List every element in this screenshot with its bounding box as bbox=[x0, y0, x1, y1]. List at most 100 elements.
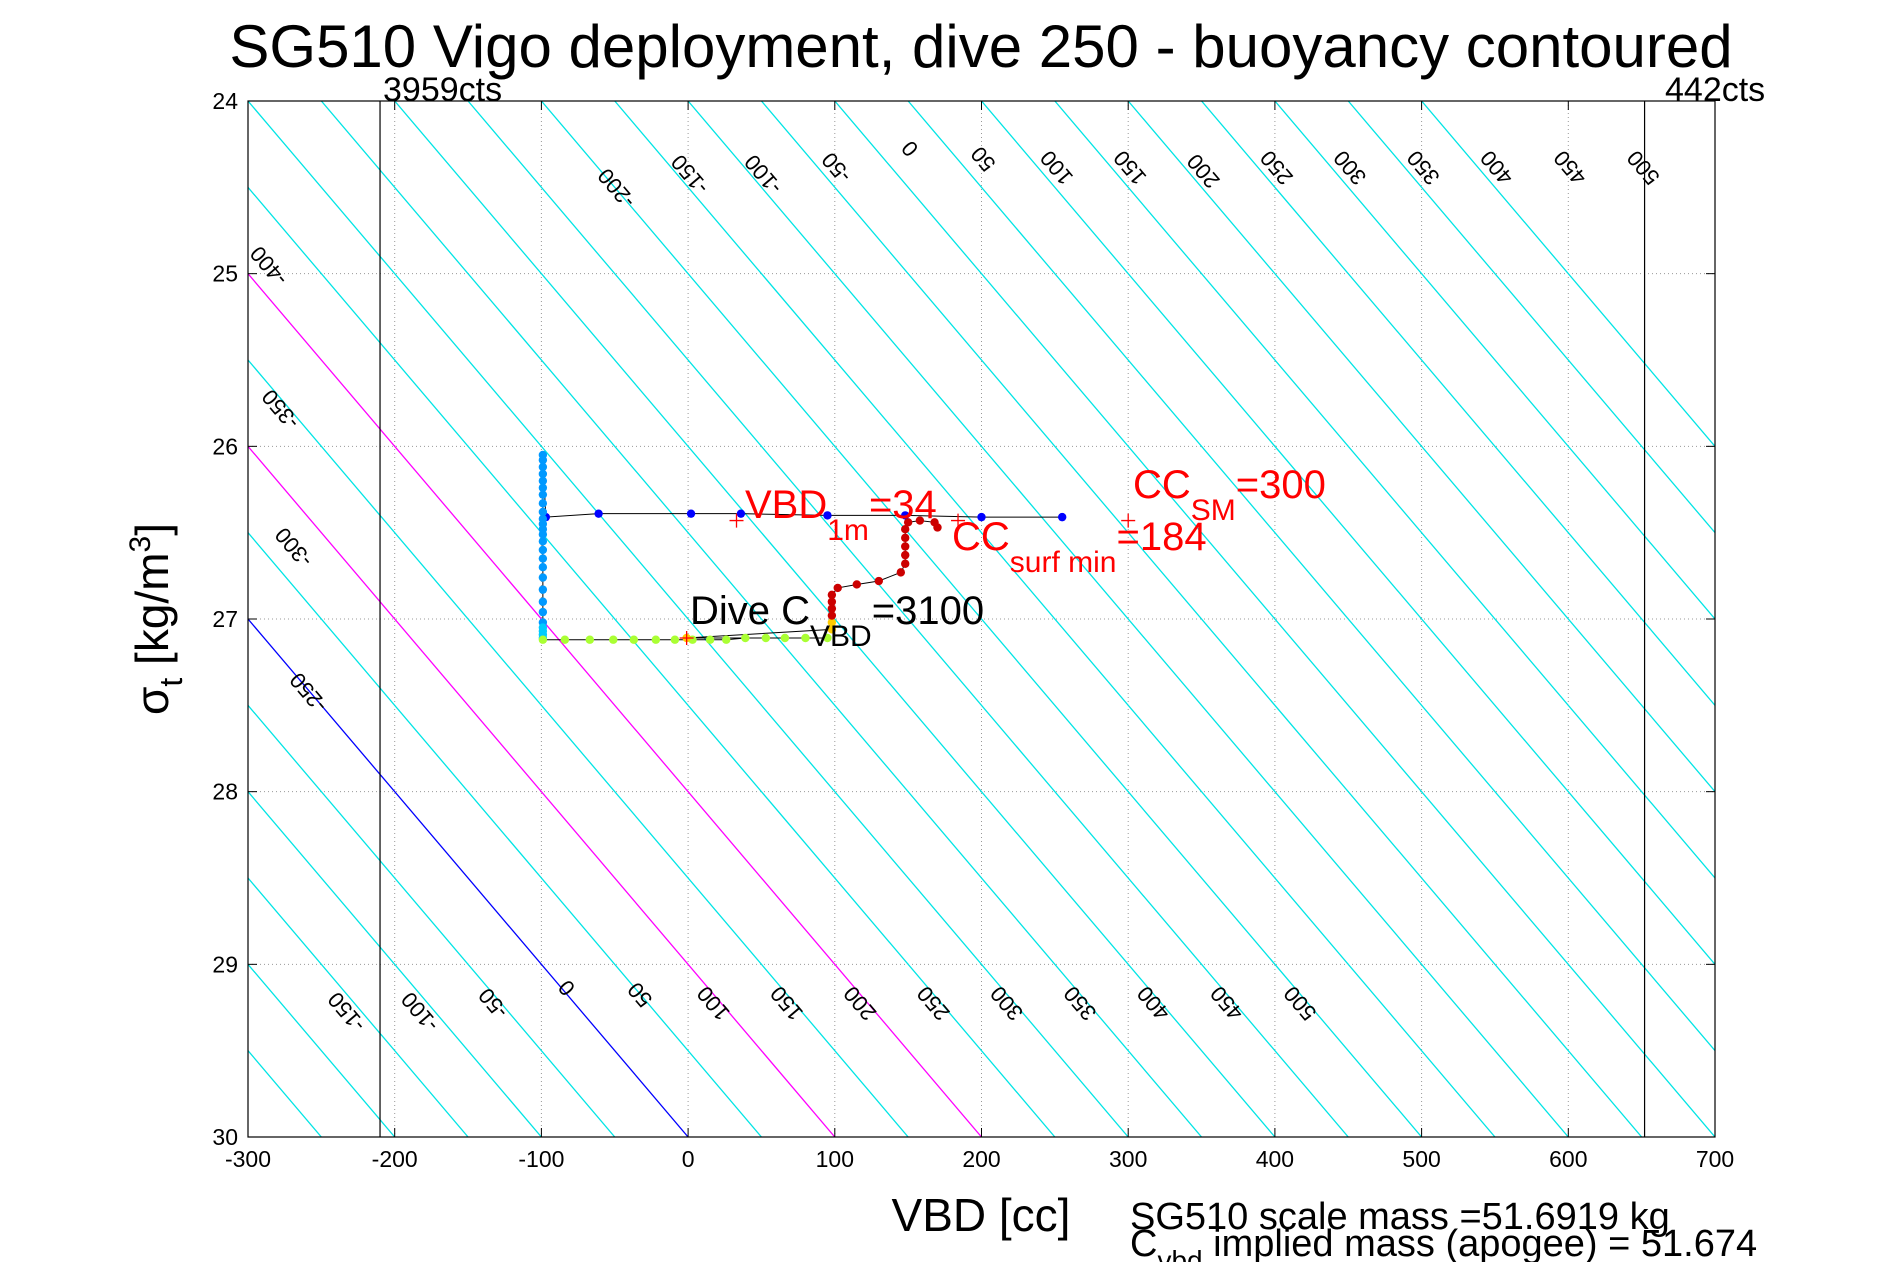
data-point bbox=[538, 483, 548, 492]
scale-mass-text: SG510 scale mass =51.6919 kg bbox=[1130, 1196, 1670, 1238]
chart-title: SG510 Vigo deployment, dive 250 - buoyan… bbox=[229, 13, 1732, 80]
data-point bbox=[705, 635, 715, 644]
dive-cvbd-marker bbox=[679, 630, 694, 645]
data-point bbox=[901, 511, 910, 520]
y-axis-label-sigma: σ bbox=[126, 687, 178, 715]
data-point bbox=[538, 563, 548, 572]
x-tick-label: 700 bbox=[1696, 1146, 1734, 1172]
contour-line bbox=[0, 101, 28, 1137]
data-point bbox=[780, 633, 790, 643]
x-tick-label: 500 bbox=[1402, 1146, 1440, 1172]
contour-line bbox=[1347, 101, 1715, 534]
data-point bbox=[538, 530, 548, 539]
y-tick-label: 29 bbox=[212, 951, 238, 977]
y-axis-label-sub: t bbox=[153, 678, 189, 687]
contour-line bbox=[248, 617, 689, 1137]
y-tick-label: 25 bbox=[212, 261, 238, 287]
contour-line bbox=[248, 1135, 249, 1137]
vbd-1m-sub: 1m bbox=[827, 514, 869, 547]
vbd-1m-value: =34 bbox=[869, 483, 937, 527]
contour-line bbox=[540, 101, 1423, 1137]
contour-line bbox=[248, 876, 469, 1137]
data-point bbox=[823, 511, 832, 520]
x-tick-label: 0 bbox=[682, 1146, 695, 1172]
x-axis-label: VBD [cc] bbox=[892, 1189, 1071, 1241]
contour-line bbox=[760, 101, 1643, 1137]
data-point bbox=[977, 512, 986, 522]
data-point bbox=[651, 635, 661, 644]
data-point bbox=[538, 455, 548, 465]
data-point bbox=[722, 635, 731, 644]
data-point bbox=[827, 590, 837, 600]
data-point bbox=[852, 580, 862, 589]
contour-line bbox=[248, 790, 542, 1137]
contour-line bbox=[614, 101, 1496, 1137]
contour-line bbox=[394, 101, 1276, 1137]
cvbd-implied-mass-text: Cvbd implied mass (apogee) = 51.674 bbox=[1130, 1223, 1757, 1262]
contour-line bbox=[907, 101, 1715, 1052]
y-axis-label-sup: 3 bbox=[124, 536, 157, 553]
y-tick-label: 30 bbox=[212, 1124, 238, 1150]
vbd-limit-left-label: 3959cts bbox=[383, 71, 502, 109]
data-point bbox=[538, 585, 548, 594]
data-point bbox=[903, 518, 913, 527]
data-point bbox=[538, 507, 548, 517]
cc-sm-sub: SM bbox=[1191, 494, 1236, 527]
data-point bbox=[538, 499, 548, 508]
cvbd-rest: implied mass (apogee) = 51.674 bbox=[1203, 1223, 1758, 1262]
x-tick-label: 400 bbox=[1256, 1146, 1294, 1172]
data-point bbox=[609, 635, 618, 644]
contour-line bbox=[320, 101, 1203, 1137]
contour-line bbox=[834, 101, 1715, 1137]
dive-cvbd-main: Dive C bbox=[690, 589, 810, 633]
data-point bbox=[538, 635, 548, 644]
contour-line bbox=[248, 101, 1129, 1137]
data-point bbox=[896, 568, 906, 577]
x-tick-label: 100 bbox=[816, 1146, 854, 1172]
x-tick-label: -300 bbox=[225, 1146, 271, 1172]
x-tick-label: 300 bbox=[1109, 1146, 1147, 1172]
data-point bbox=[901, 550, 910, 560]
cvbd-sub: vbd bbox=[1157, 1245, 1202, 1262]
data-point bbox=[933, 523, 942, 532]
data-point bbox=[736, 509, 746, 518]
data-point bbox=[827, 597, 837, 606]
contour-line bbox=[1274, 101, 1715, 621]
cc-sm-annotation: CCSM=300 bbox=[1133, 463, 1326, 527]
dive-cvbd-sub: VBD bbox=[810, 620, 872, 653]
data-point bbox=[538, 573, 548, 582]
data-point bbox=[901, 533, 910, 543]
data-point bbox=[538, 490, 548, 499]
data-point bbox=[741, 633, 750, 643]
data-point bbox=[538, 554, 548, 563]
cc-sm-main: CC bbox=[1133, 463, 1191, 507]
contour-line bbox=[248, 445, 836, 1137]
data-point bbox=[670, 635, 680, 644]
cc-surf-min-annotation: CCsurf min=184 bbox=[952, 515, 1207, 579]
contour-line bbox=[1421, 101, 1715, 448]
data-point bbox=[538, 607, 548, 617]
contour-line bbox=[248, 704, 616, 1137]
data-point bbox=[1057, 512, 1067, 522]
data-point bbox=[761, 633, 771, 643]
y-axis-label: σt [kg/m3] bbox=[124, 523, 189, 715]
contour-line bbox=[248, 186, 1056, 1137]
x-tick-label: 200 bbox=[962, 1146, 1000, 1172]
data-point bbox=[538, 462, 548, 472]
y-axis-label-close: ] bbox=[126, 523, 178, 536]
data-point bbox=[594, 509, 603, 518]
cc-surf-min-value: =184 bbox=[1116, 515, 1206, 559]
data-point bbox=[585, 635, 595, 644]
data-point bbox=[801, 633, 810, 643]
x-tick-label: -200 bbox=[372, 1146, 418, 1172]
cc-surf-min-main: CC bbox=[952, 515, 1010, 559]
data-point bbox=[538, 597, 548, 606]
y-tick-label: 26 bbox=[212, 433, 238, 459]
cvbd-main: C bbox=[1130, 1223, 1157, 1262]
annotation-markers bbox=[679, 513, 1136, 645]
data-point bbox=[823, 633, 832, 643]
contour-line bbox=[1201, 101, 1715, 707]
vbd-limit-lines bbox=[379, 101, 1646, 1137]
contour-lines bbox=[0, 101, 1715, 1137]
contour-line bbox=[467, 101, 1349, 1137]
